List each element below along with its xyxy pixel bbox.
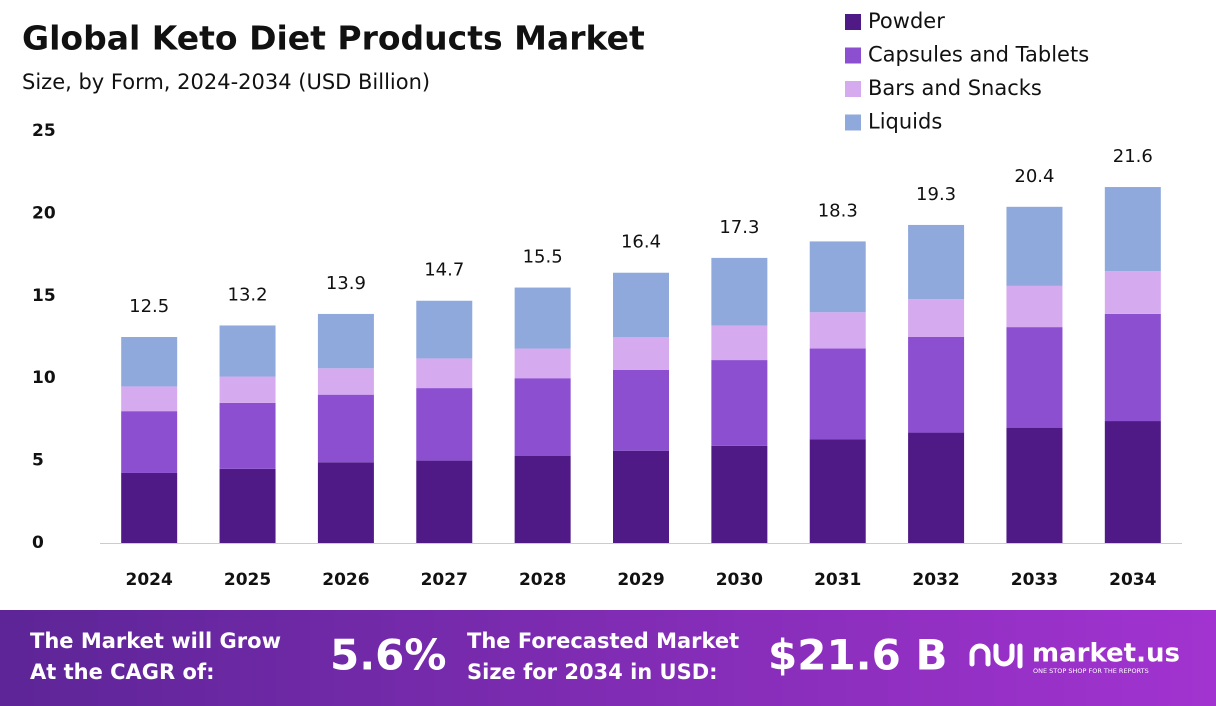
brand: market.us	[1032, 639, 1180, 669]
bar-segment	[1104, 271, 1161, 314]
bar-segment	[317, 313, 374, 369]
bar-segment	[809, 312, 866, 349]
bar-segment	[1104, 187, 1161, 272]
bar-segment	[121, 386, 178, 412]
bar-segment	[711, 257, 768, 326]
y-tick-label: 15	[32, 286, 56, 306]
total-label: 15.5	[523, 247, 563, 268]
chart-title: Global Keto Diet Products Market	[22, 19, 645, 58]
bar-segment	[908, 337, 965, 433]
x-tick-label: 2032	[912, 570, 959, 590]
bar-segment	[416, 358, 473, 389]
footer-text: At the CAGR of:	[30, 660, 215, 684]
bar-segment	[219, 325, 276, 377]
x-tick-label: 2033	[1011, 570, 1058, 590]
bar-segment	[514, 287, 571, 349]
x-tick-label: 2026	[322, 570, 369, 590]
y-tick-label: 25	[32, 121, 56, 141]
bar-segment	[1006, 285, 1063, 328]
logo-icon	[969, 643, 1023, 669]
bar-segment	[219, 402, 276, 469]
x-tick-label: 2031	[814, 570, 861, 590]
x-tick-label: 2030	[716, 570, 763, 590]
legend-swatch	[845, 114, 861, 131]
bar-segment	[711, 360, 768, 446]
x-tick-label: 2034	[1109, 570, 1156, 590]
x-tick-label: 2028	[519, 570, 566, 590]
bar-segment	[121, 411, 178, 473]
bar-segment	[514, 455, 571, 543]
bar-segment	[317, 462, 374, 543]
bar-segment	[1006, 327, 1063, 428]
bar-segment	[514, 348, 571, 379]
bar-segment	[1104, 313, 1161, 422]
chart-subtitle: Size, by Form, 2024-2034 (USD Billion)	[22, 70, 430, 94]
bar-segment	[613, 450, 669, 543]
bar-segment	[416, 460, 473, 543]
total-label: 17.3	[719, 217, 759, 238]
bar-segment	[1006, 206, 1063, 286]
legend-label: Bars and Snacks	[868, 76, 1042, 100]
total-label: 18.3	[818, 200, 858, 221]
bar-segment	[908, 224, 965, 300]
total-label: 20.4	[1014, 166, 1054, 187]
bar-segment	[1104, 421, 1161, 543]
total-label: 14.7	[424, 260, 464, 281]
x-tick-label: 2024	[126, 570, 173, 590]
legend-swatch	[845, 47, 861, 64]
footer-cagr: 5.6%	[330, 631, 446, 680]
bar-segment	[613, 369, 669, 451]
legend-label: Liquids	[868, 110, 942, 134]
x-tick-label: 2027	[421, 570, 468, 590]
total-label: 12.5	[129, 296, 169, 317]
bar-segment	[711, 325, 768, 361]
bar-segment	[416, 388, 473, 461]
bar-segment	[121, 337, 178, 387]
total-label: 13.9	[326, 273, 366, 294]
bar-segment	[809, 348, 866, 440]
bar-segment	[908, 432, 965, 543]
footer-text: The Market will Grow	[30, 629, 281, 653]
footer-text: The Forecasted Market	[467, 629, 739, 653]
total-label: 21.6	[1113, 146, 1153, 167]
bar-segment	[219, 468, 276, 543]
y-tick-label: 0	[32, 533, 44, 553]
bar-segment	[908, 299, 965, 337]
bar-segment	[416, 300, 473, 359]
y-tick-label: 5	[32, 451, 44, 471]
legend-label: Capsules and Tablets	[868, 43, 1089, 67]
bar-segment	[613, 272, 669, 337]
bar-segment	[317, 368, 374, 395]
y-tick-label: 10	[32, 368, 56, 388]
bar-segment	[809, 241, 866, 313]
x-tick-label: 2025	[224, 570, 271, 590]
y-tick-label: 20	[32, 203, 56, 223]
legend-swatch	[845, 81, 861, 97]
legend-swatch	[845, 14, 861, 30]
bar-segment	[1006, 427, 1063, 543]
bar-segment	[514, 378, 571, 456]
total-label: 16.4	[621, 232, 661, 253]
tagline: ONE STOP SHOP FOR THE REPORTS	[1033, 667, 1149, 675]
bar-segment	[809, 439, 866, 543]
bar-segment	[219, 376, 276, 403]
total-label: 19.3	[916, 184, 956, 205]
footer-forecast: $21.6 B	[768, 631, 947, 680]
bar-segment	[317, 394, 374, 463]
x-tick-label: 2029	[617, 570, 664, 590]
bar-segment	[711, 445, 768, 543]
legend-label: Powder	[868, 9, 945, 33]
bar-segment	[613, 337, 669, 370]
bar-segment	[121, 472, 178, 543]
footer-text: Size for 2034 in USD:	[467, 660, 718, 684]
total-label: 13.2	[228, 284, 268, 305]
